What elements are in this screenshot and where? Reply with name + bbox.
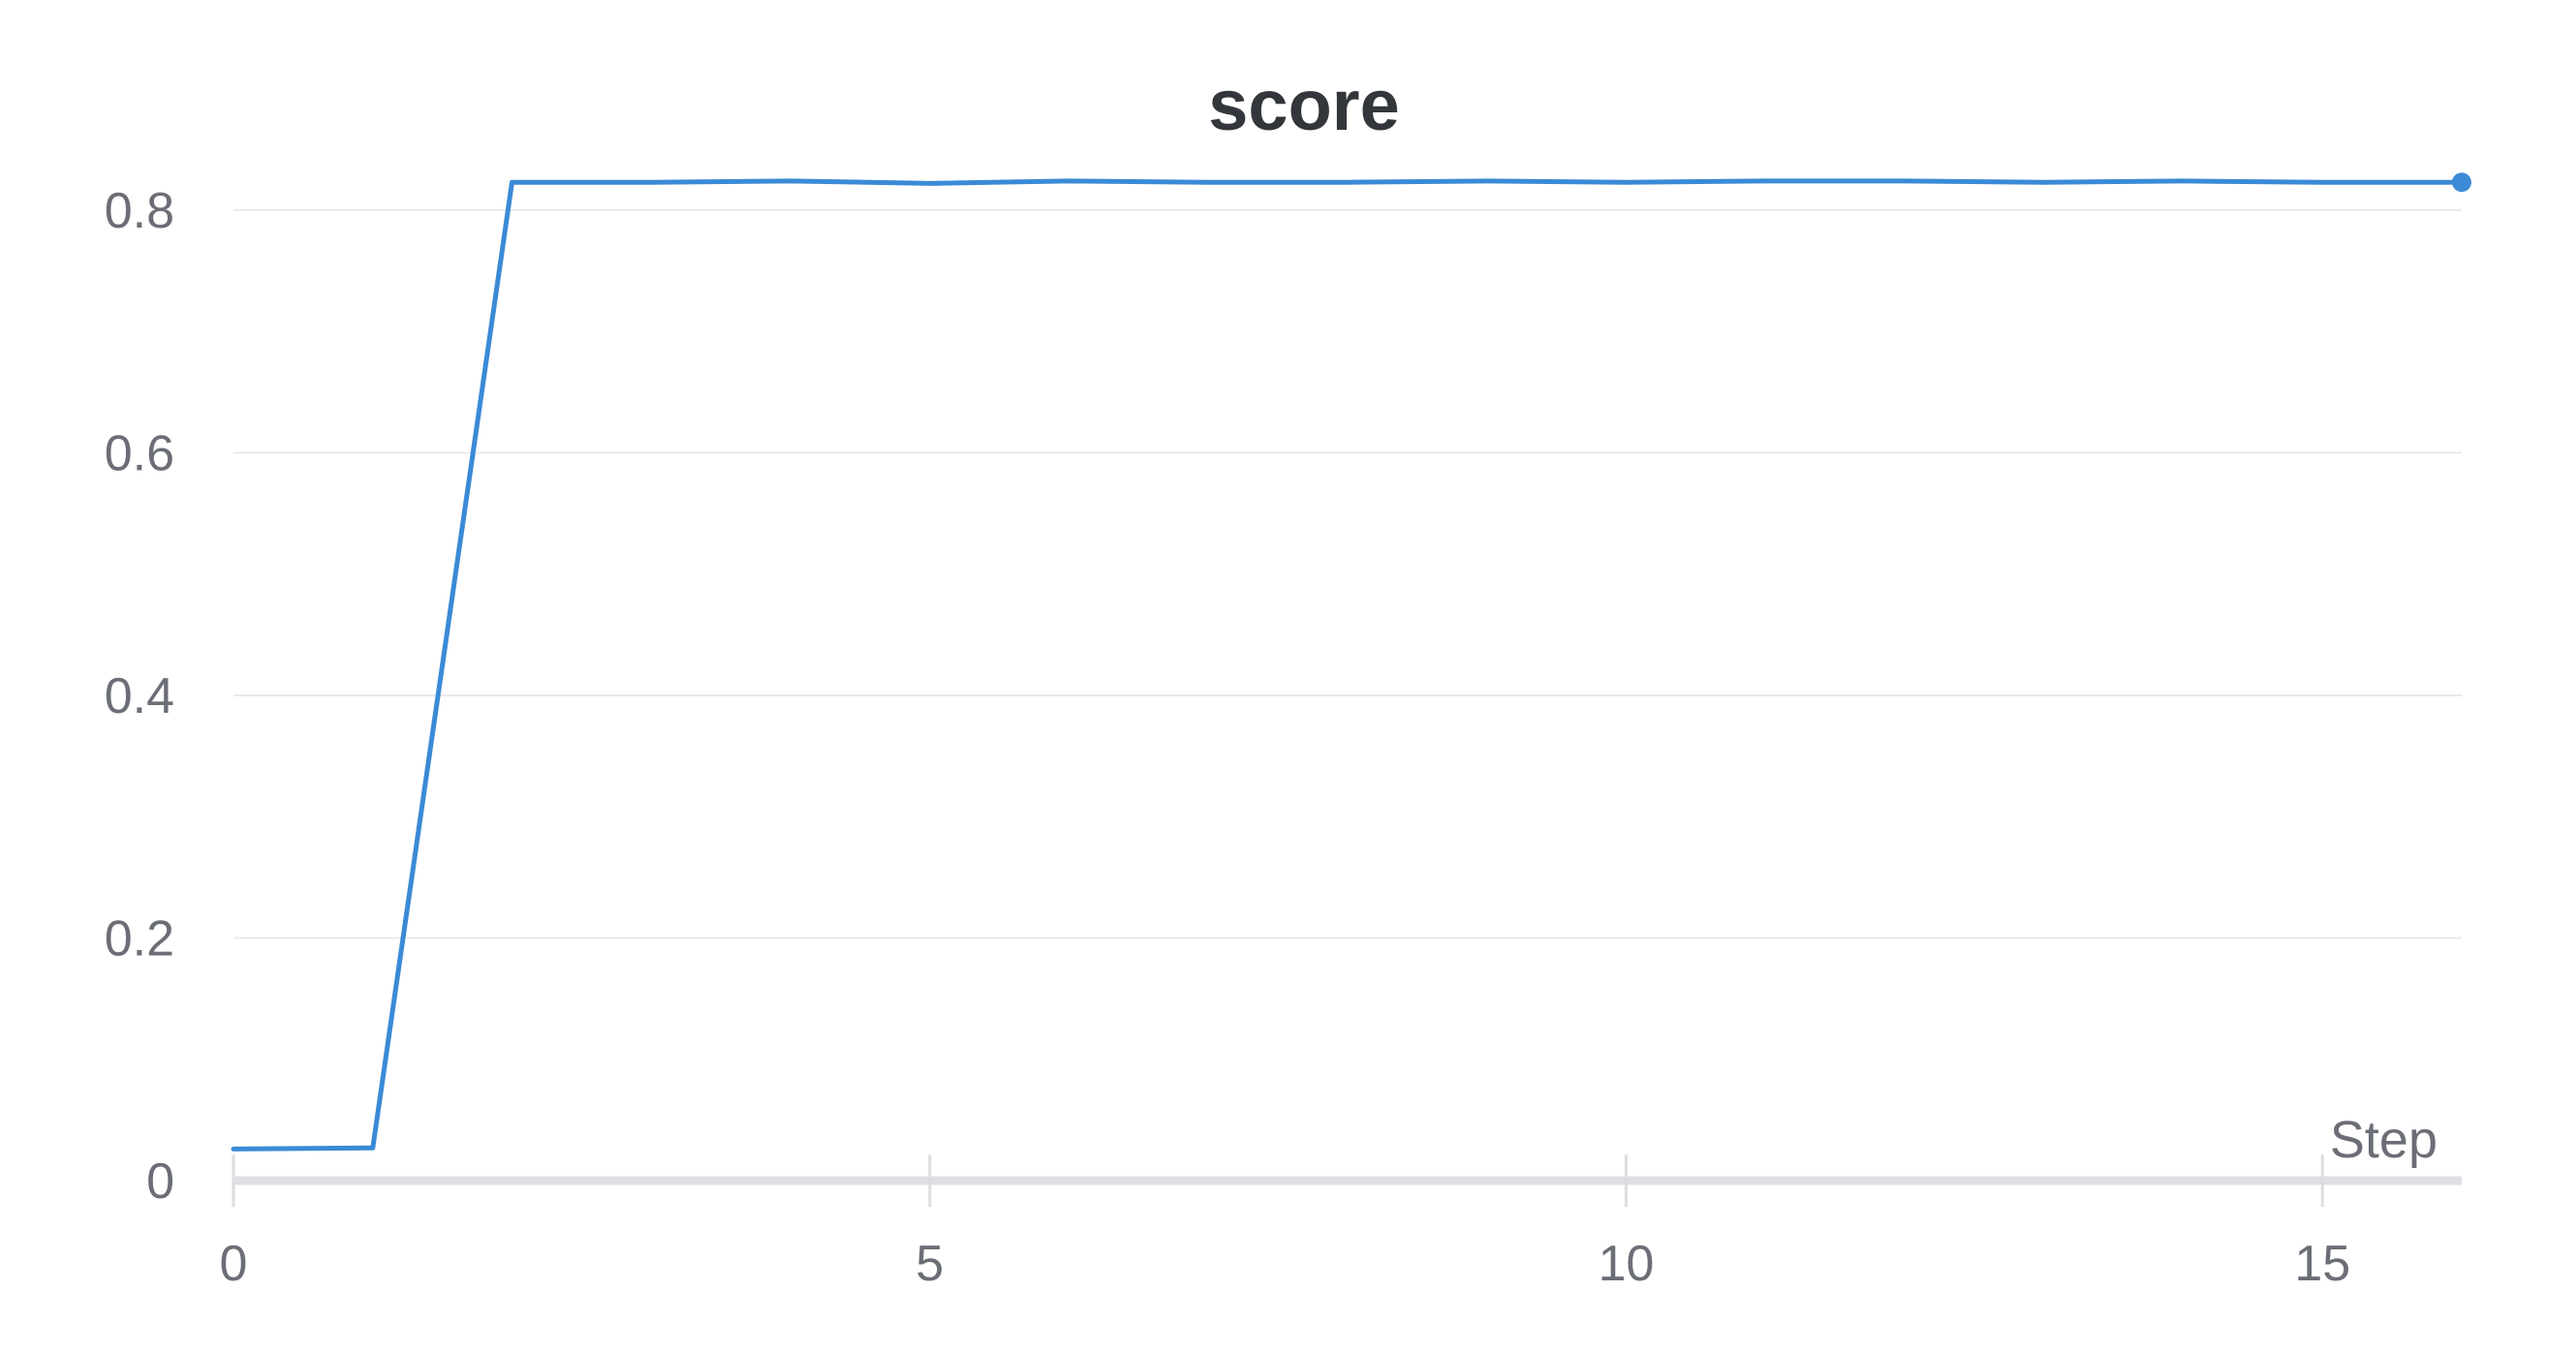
series-layer — [231, 172, 2471, 1152]
x-tick-label: 5 — [916, 1236, 944, 1292]
x-axis-label: Step — [2330, 1111, 2437, 1169]
x-tick-label: 15 — [2294, 1236, 2350, 1292]
series-end-point — [2452, 172, 2471, 193]
y-axis: 0 0.2 0.4 0.6 0.8 — [105, 183, 174, 1210]
y-tick-label: 0.6 — [105, 426, 174, 482]
y-tick-label: 0.2 — [105, 911, 174, 968]
y-tick-label: 0.8 — [105, 183, 174, 239]
y-tick-label: 0 — [146, 1153, 174, 1210]
x-tick-label: 10 — [1598, 1236, 1655, 1292]
x-axis: 0 5 10 15 — [220, 1154, 2462, 1292]
series-line — [231, 178, 2465, 1152]
chart-title: score — [1208, 65, 1399, 145]
y-tick-label: 0.4 — [105, 668, 174, 724]
x-tick-label: 0 — [220, 1236, 248, 1292]
grid-layer — [233, 209, 2462, 939]
